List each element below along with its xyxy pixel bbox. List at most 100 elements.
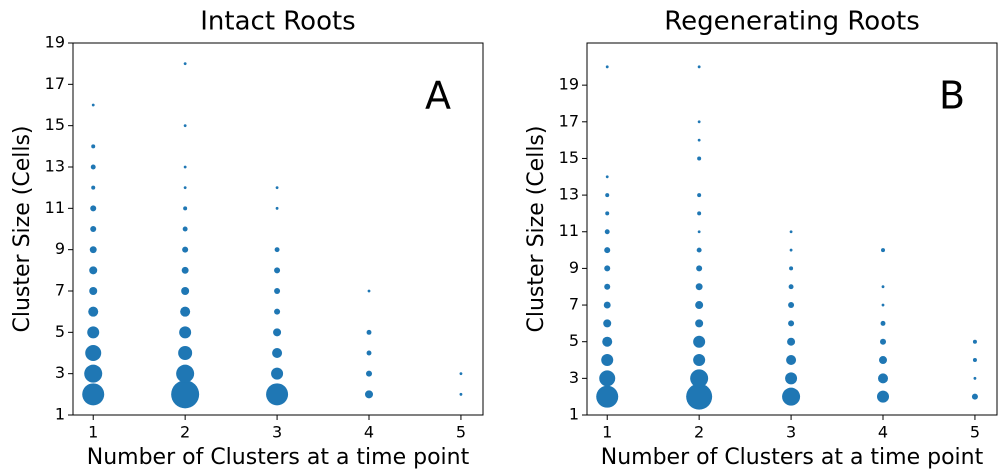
bubble [176, 364, 195, 383]
bubble [697, 193, 702, 198]
bubble [789, 230, 793, 234]
bubble [179, 326, 192, 339]
bubble [84, 364, 103, 383]
bubble [88, 306, 99, 317]
bubble [787, 337, 796, 346]
bubble [789, 248, 793, 252]
bubble [782, 387, 801, 406]
y-tick-label: 1 [569, 405, 579, 424]
chart-title: Regenerating Roots [664, 7, 920, 37]
y-tick-label: 19 [559, 75, 579, 94]
bubble [178, 346, 193, 360]
bubble [366, 370, 373, 377]
bubble [972, 358, 977, 363]
y-tick-label: 19 [45, 33, 65, 52]
bubble [697, 138, 701, 142]
bubble [878, 373, 889, 384]
bubble [604, 229, 610, 235]
bubble [596, 385, 619, 408]
y-tick-label: 7 [569, 295, 579, 314]
x-tick-label: 5 [456, 423, 466, 442]
bubble [605, 65, 609, 69]
bubble [603, 301, 611, 309]
bubble [788, 320, 795, 327]
bubble [183, 186, 187, 190]
bubble [972, 339, 977, 344]
bubble [183, 206, 188, 211]
x-axis-label: Number of Clusters at a time point [601, 445, 984, 470]
x-tick-label: 1 [88, 423, 98, 442]
bubble [786, 355, 797, 366]
y-tick-label: 1 [55, 405, 65, 424]
y-tick-label: 15 [559, 148, 579, 167]
bubble [696, 265, 703, 272]
axes-frame [586, 42, 998, 416]
bubble [697, 230, 701, 234]
x-tick-label: 2 [694, 423, 704, 442]
bubble [275, 186, 279, 190]
bubble [880, 320, 886, 326]
bubble [459, 372, 463, 376]
y-tick-label: 7 [55, 281, 65, 300]
y-tick-label: 3 [569, 368, 579, 387]
y-tick-label: 15 [45, 115, 65, 134]
bubble [271, 367, 284, 380]
x-tick-label: 3 [786, 423, 796, 442]
bubble [601, 354, 614, 367]
y-tick-label: 9 [55, 239, 65, 258]
bubble [788, 284, 794, 290]
bubble [605, 211, 610, 216]
x-tick-label: 3 [272, 423, 282, 442]
bubble [266, 383, 289, 406]
bubble [89, 266, 98, 275]
bubble [603, 319, 612, 328]
bubble [695, 283, 703, 291]
bubble [696, 247, 702, 253]
y-tick-label: 13 [559, 185, 579, 204]
bubble [459, 392, 463, 396]
bubble [604, 283, 611, 290]
bubble [880, 338, 887, 345]
bubble [275, 206, 279, 210]
bubble [87, 326, 100, 339]
bubble [82, 383, 105, 406]
bubble [695, 301, 704, 310]
bubble [881, 303, 885, 307]
y-tick-label: 17 [45, 74, 65, 93]
bubble [89, 246, 97, 254]
y-tick-label: 5 [55, 322, 65, 341]
bubble [181, 287, 190, 295]
y-axis-label: Cluster Size (Cells) [10, 126, 35, 333]
bubble [273, 328, 282, 337]
x-tick-label: 4 [364, 423, 374, 442]
x-tick-label: 1 [602, 423, 612, 442]
bubble [182, 226, 188, 232]
bubble [274, 308, 281, 315]
bubble [693, 354, 706, 367]
bubble [366, 329, 372, 335]
x-tick-label: 5 [970, 423, 980, 442]
bubble [789, 266, 794, 271]
bubble [183, 165, 187, 169]
bubble [182, 246, 189, 253]
bubble [272, 348, 283, 358]
bubble [91, 185, 96, 190]
bubble [183, 124, 187, 128]
panel-annotation: A [425, 74, 451, 118]
y-tick-label: 11 [45, 198, 65, 217]
bubble [693, 335, 706, 348]
bubble [274, 267, 281, 274]
bubble [881, 248, 886, 253]
bubble [604, 247, 611, 254]
x-axis-label: Number of Clusters at a time point [87, 445, 470, 470]
bubble [697, 156, 702, 161]
bubble [365, 390, 374, 399]
bubble [697, 211, 702, 216]
bubble [605, 193, 610, 198]
bubble [881, 285, 885, 289]
bubble [90, 164, 96, 170]
bubble [604, 265, 611, 272]
bubble [89, 287, 98, 295]
bubble [602, 336, 613, 347]
